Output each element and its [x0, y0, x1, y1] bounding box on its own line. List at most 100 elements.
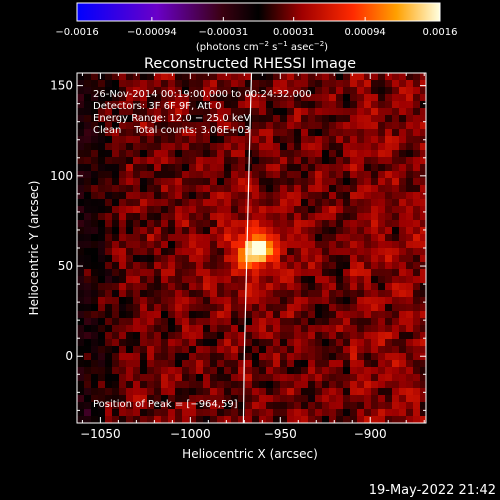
heatmap-cell: [322, 290, 330, 298]
heatmap-cell: [252, 325, 260, 333]
heatmap-cell: [105, 143, 113, 151]
heatmap-cell: [161, 255, 169, 263]
heatmap-cell: [315, 381, 323, 389]
heatmap-cell: [329, 73, 337, 81]
heatmap-cell: [238, 381, 246, 389]
heatmap-cell: [182, 213, 190, 221]
heatmap-cell: [266, 409, 274, 417]
heatmap-cell: [329, 101, 337, 109]
heatmap-cell: [392, 339, 400, 347]
heatmap-cell: [168, 409, 176, 417]
heatmap-cell: [273, 339, 281, 347]
heatmap-cell: [245, 311, 253, 319]
heatmap-cell: [203, 339, 211, 347]
heatmap-cell: [126, 325, 134, 333]
heatmap-cell: [336, 94, 344, 102]
heatmap-cell: [315, 220, 323, 228]
heatmap-cell: [392, 122, 400, 130]
heatmap-cell: [350, 178, 358, 186]
heatmap-cell: [231, 290, 239, 298]
heatmap-cell: [231, 94, 239, 102]
heatmap-cell: [217, 290, 225, 298]
heatmap-cell: [210, 199, 218, 207]
heatmap-cell: [322, 143, 330, 151]
heatmap-cell: [315, 416, 323, 423]
heatmap-cell: [413, 122, 421, 130]
heatmap-cell: [189, 143, 197, 151]
heatmap-cell: [364, 101, 372, 109]
heatmap-cell: [77, 80, 85, 88]
heatmap-cell: [280, 290, 288, 298]
heatmap-cell: [91, 143, 99, 151]
heatmap-cell: [378, 332, 386, 340]
heatmap-cell: [119, 332, 127, 340]
heatmap-cell: [161, 157, 169, 165]
heatmap-cell: [147, 395, 155, 403]
heatmap-cell: [182, 234, 190, 242]
heatmap-cell: [210, 143, 218, 151]
heatmap-cell: [399, 339, 407, 347]
observation-info: 26-Nov-2014 00:19:00.000 to 00:24:32.000…: [93, 89, 312, 136]
heatmap-cell: [329, 199, 337, 207]
heatmap-cell: [231, 185, 239, 193]
heatmap-cell: [84, 276, 92, 284]
heatmap-cell: [336, 234, 344, 242]
heatmap-cell: [161, 318, 169, 326]
y-tick-label: 100: [50, 169, 73, 183]
heatmap-cell: [189, 94, 197, 102]
heatmap-cell: [98, 73, 106, 81]
heatmap-cell: [399, 332, 407, 340]
heatmap-cell: [161, 262, 169, 270]
heatmap-cell: [84, 290, 92, 298]
heatmap-cell: [273, 269, 281, 277]
heatmap-cell: [238, 339, 246, 347]
heatmap-cell: [182, 332, 190, 340]
heatmap-cell: [238, 129, 246, 137]
heatmap-cell: [266, 157, 274, 165]
heatmap-cell: [161, 332, 169, 340]
heatmap-cell: [385, 276, 393, 284]
heatmap-cell: [399, 185, 407, 193]
heatmap-cell: [182, 290, 190, 298]
heatmap-cell: [364, 276, 372, 284]
heatmap-cell: [315, 101, 323, 109]
heatmap-cell: [238, 87, 246, 95]
heatmap-cell: [252, 402, 260, 410]
heatmap-cell: [140, 150, 148, 158]
heatmap-cell: [84, 241, 92, 249]
heatmap-cell: [413, 283, 421, 291]
heatmap-cell: [98, 248, 106, 256]
heatmap-cell: [91, 192, 99, 200]
heatmap-cell: [301, 101, 309, 109]
heatmap-cell: [266, 213, 274, 221]
heatmap-cell: [91, 290, 99, 298]
heatmap-cell: [238, 248, 246, 256]
heatmap-cell: [329, 332, 337, 340]
heatmap-cell: [301, 157, 309, 165]
heatmap-cell: [224, 276, 232, 284]
heatmap-cell: [168, 241, 176, 249]
info-time-range: 26-Nov-2014 00:19:00.000 to 00:24:32.000: [93, 89, 312, 100]
heatmap-cell: [147, 227, 155, 235]
heatmap-cell: [161, 374, 169, 382]
heatmap-cell: [126, 185, 134, 193]
heatmap-cell: [196, 311, 204, 319]
heatmap-cell: [168, 94, 176, 102]
heatmap-cell: [112, 192, 120, 200]
heatmap-cell: [84, 101, 92, 109]
heatmap-cell: [189, 101, 197, 109]
heatmap-cell: [126, 248, 134, 256]
heatmap-cell: [210, 136, 218, 144]
heatmap-cell: [98, 269, 106, 277]
heatmap-cell: [364, 332, 372, 340]
heatmap-cell: [168, 234, 176, 242]
heatmap-cell: [399, 108, 407, 116]
heatmap-cell: [371, 360, 379, 368]
heatmap-cell: [322, 122, 330, 130]
heatmap-cell: [175, 129, 183, 137]
heatmap-cell: [378, 234, 386, 242]
heatmap-cell: [308, 143, 316, 151]
heatmap-cell: [126, 87, 134, 95]
heatmap-cell: [420, 416, 426, 423]
heatmap-cell: [196, 283, 204, 291]
